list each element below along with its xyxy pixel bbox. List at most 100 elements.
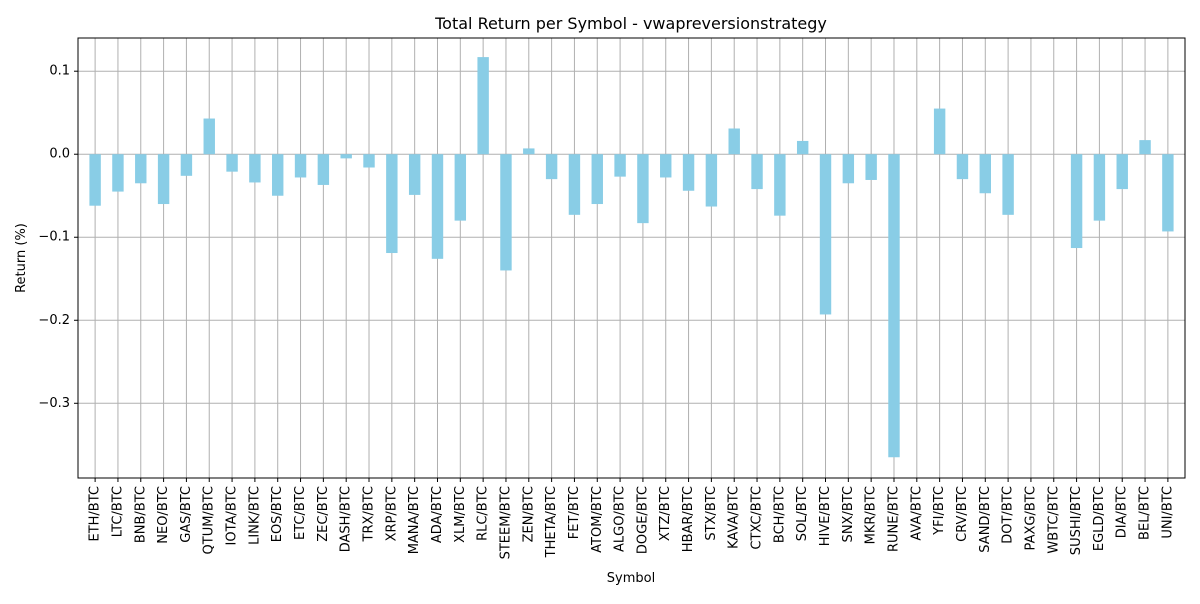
- x-tick-label: ETC/BTC: [293, 486, 308, 540]
- bars: [89, 57, 1174, 458]
- x-tick-label: STX/BTC: [704, 486, 719, 541]
- bar: [157, 154, 170, 205]
- x-tick-label: LTC/BTC: [110, 486, 125, 537]
- y-axis-label: Return (%): [14, 223, 29, 293]
- bar: [591, 154, 603, 205]
- x-tick-label: BEL/BTC: [1138, 486, 1153, 540]
- x-tick-label: YFI/BTC: [932, 486, 947, 536]
- bar: [614, 154, 626, 177]
- x-axis-label: Symbol: [607, 571, 655, 586]
- y-tick-label: −0.1: [38, 230, 70, 245]
- y-axis-ticks: 0.1 0.0 −0.1 −0.2 −0.3: [38, 64, 78, 411]
- bar: [660, 154, 672, 178]
- bar: [1162, 154, 1174, 232]
- x-tick-label: MANA/BTC: [407, 486, 422, 554]
- bar: [796, 140, 809, 155]
- bar: [933, 108, 946, 155]
- bar: [340, 154, 352, 159]
- y-tick-label: −0.2: [38, 313, 70, 328]
- bar: [842, 154, 855, 184]
- bar: [454, 154, 467, 221]
- bar: [1139, 140, 1151, 155]
- x-tick-label: HBAR/BTC: [681, 486, 696, 552]
- x-tick-label: HIVE/BTC: [818, 486, 833, 546]
- x-tick-label: ALGO/BTC: [613, 486, 628, 552]
- x-tick-label: NEO/BTC: [156, 486, 171, 544]
- bar: [294, 154, 307, 178]
- bar: [682, 154, 695, 191]
- bar: [363, 154, 375, 168]
- bar: [135, 154, 147, 184]
- x-tick-label: ATOM/BTC: [590, 486, 605, 553]
- bar: [1093, 154, 1106, 221]
- y-tick-label: 0.1: [49, 64, 70, 79]
- bar: [249, 154, 261, 183]
- bar: [431, 154, 444, 259]
- bar: [956, 154, 969, 180]
- x-tick-label: LINK/BTC: [247, 486, 262, 545]
- x-tick-label: XTZ/BTC: [658, 486, 673, 541]
- bar: [112, 154, 124, 192]
- x-tick-label: IOTA/BTC: [225, 486, 240, 545]
- bar: [728, 128, 740, 155]
- x-tick-label: DOGE/BTC: [635, 486, 650, 554]
- bar: [774, 154, 786, 216]
- x-tick-label: WBTC/BTC: [1046, 486, 1061, 554]
- x-axis-ticks: ETH/BTC LTC/BTC BNB/BTC NEO/BTC GAS/BTC QTUM/…: [88, 478, 1175, 559]
- grid-lines: [78, 38, 1185, 478]
- x-tick-label: FET/BTC: [567, 486, 582, 539]
- y-tick-label: −0.3: [38, 396, 70, 411]
- bar: [705, 154, 718, 207]
- x-tick-label: QTUM/BTC: [202, 486, 217, 554]
- x-tick-label: KAVA/BTC: [727, 486, 742, 549]
- bar: [386, 154, 398, 254]
- x-tick-label: RLC/BTC: [476, 486, 491, 541]
- bar: [523, 148, 535, 155]
- bar: [89, 154, 101, 206]
- x-tick-label: SNX/BTC: [841, 486, 856, 542]
- x-tick-label: TRX/BTC: [362, 486, 377, 542]
- bar: [545, 154, 558, 180]
- bar: [203, 118, 215, 155]
- bar: [568, 154, 581, 215]
- bar: [888, 154, 900, 458]
- x-tick-label: PAXG/BTC: [1023, 486, 1038, 550]
- x-tick-label: ZEN/BTC: [521, 486, 536, 542]
- x-tick-label: EGLD/BTC: [1092, 486, 1107, 551]
- x-tick-label: SAND/BTC: [978, 486, 993, 553]
- x-tick-label: THETA/BTC: [544, 486, 559, 558]
- x-tick-label: AVA/BTC: [909, 486, 924, 541]
- x-tick-label: GAS/BTC: [179, 486, 194, 543]
- plot-frame: [77, 37, 1186, 479]
- bar: [1070, 154, 1083, 249]
- bar: [477, 57, 489, 155]
- x-tick-label: UNI/BTC: [1160, 486, 1175, 539]
- bar: [408, 154, 421, 195]
- x-tick-label: DOT/BTC: [1001, 486, 1016, 544]
- x-tick-label: BCH/BTC: [772, 486, 787, 543]
- x-tick-label: BNB/BTC: [133, 486, 148, 543]
- x-tick-label: EOS/BTC: [270, 486, 285, 542]
- x-tick-label: MKR/BTC: [864, 486, 879, 544]
- bar: [272, 154, 284, 196]
- bar: [500, 154, 512, 271]
- x-tick-label: ZEC/BTC: [316, 486, 331, 542]
- x-tick-label: XRP/BTC: [384, 486, 399, 541]
- x-tick-label: ETH/BTC: [88, 486, 103, 542]
- x-tick-label: STEEM/BTC: [498, 486, 513, 559]
- bar: [317, 154, 330, 185]
- x-tick-label: SUSHI/BTC: [1069, 486, 1084, 555]
- x-tick-label: CTXC/BTC: [750, 486, 765, 550]
- chart-title: Total Return per Symbol - vwapreversions…: [434, 14, 827, 33]
- x-tick-label: XLM/BTC: [453, 486, 468, 543]
- bar: [1002, 154, 1014, 215]
- bar: [180, 154, 193, 176]
- x-tick-label: DASH/BTC: [339, 486, 354, 552]
- y-tick-label: 0.0: [49, 147, 70, 162]
- bar: [751, 154, 763, 190]
- bar: [637, 154, 649, 224]
- bar: [979, 154, 991, 194]
- x-tick-label: RUNE/BTC: [886, 486, 901, 552]
- x-tick-label: ADA/BTC: [430, 486, 445, 543]
